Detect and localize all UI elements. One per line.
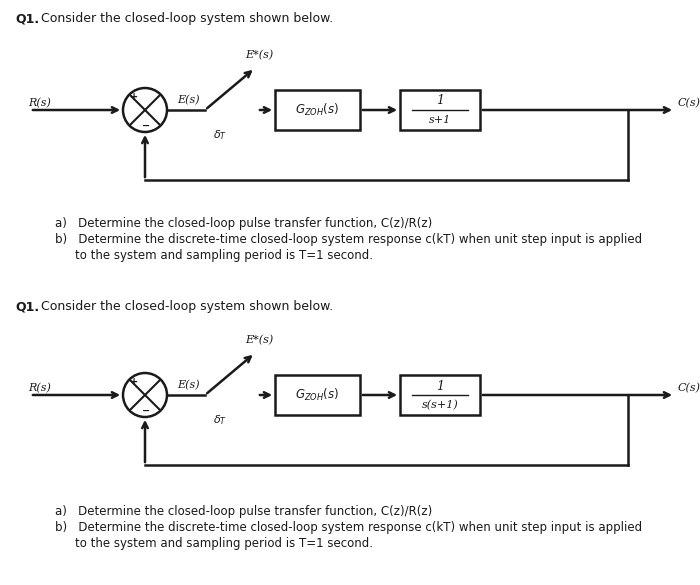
Bar [400, 90, 480, 130]
Text: E*(s): E*(s) [245, 50, 273, 60]
Text: +: + [130, 377, 138, 387]
Text: −: − [142, 121, 150, 130]
Text: C(s): C(s) [678, 383, 700, 393]
Text: $G_{ZOH}(s)$: $G_{ZOH}(s)$ [295, 102, 340, 118]
Text: $G_{ZOH}(s)$: $G_{ZOH}(s)$ [295, 387, 340, 403]
Text: s+1: s+1 [429, 115, 451, 125]
Text: a)   Determine the closed-loop pulse transfer function, C(z)/R(z): a) Determine the closed-loop pulse trans… [55, 505, 433, 518]
Text: R(s): R(s) [28, 383, 51, 393]
Text: E(s): E(s) [177, 95, 199, 105]
Text: b)   Determine the discrete-time closed-loop system response c(kT) when unit ste: b) Determine the discrete-time closed-lo… [55, 233, 642, 246]
Text: C(s): C(s) [678, 98, 700, 108]
Text: Consider the closed-loop system shown below.: Consider the closed-loop system shown be… [37, 12, 333, 25]
Text: Q1.: Q1. [15, 12, 39, 25]
Text: +: + [130, 92, 138, 102]
Bar [400, 375, 480, 415]
Text: −: − [142, 405, 150, 415]
Text: s(s+1): s(s+1) [421, 400, 458, 410]
Text: Q1.: Q1. [15, 300, 39, 313]
Text: a)   Determine the closed-loop pulse transfer function, C(z)/R(z): a) Determine the closed-loop pulse trans… [55, 217, 433, 230]
Text: R(s): R(s) [28, 98, 51, 108]
Text: 1: 1 [436, 95, 444, 108]
Text: E(s): E(s) [177, 380, 199, 390]
Text: to the system and sampling period is T=1 second.: to the system and sampling period is T=1… [75, 537, 373, 550]
Text: $\delta_T$: $\delta_T$ [213, 413, 227, 427]
Bar [275, 90, 360, 130]
Text: Consider the closed-loop system shown below.: Consider the closed-loop system shown be… [37, 300, 333, 313]
Text: 1: 1 [436, 380, 444, 393]
Text: to the system and sampling period is T=1 second.: to the system and sampling period is T=1… [75, 249, 373, 262]
Text: E*(s): E*(s) [245, 335, 273, 345]
Text: b)   Determine the discrete-time closed-loop system response c(kT) when unit ste: b) Determine the discrete-time closed-lo… [55, 521, 642, 534]
Text: $\delta_T$: $\delta_T$ [213, 128, 227, 142]
Bar [275, 375, 360, 415]
